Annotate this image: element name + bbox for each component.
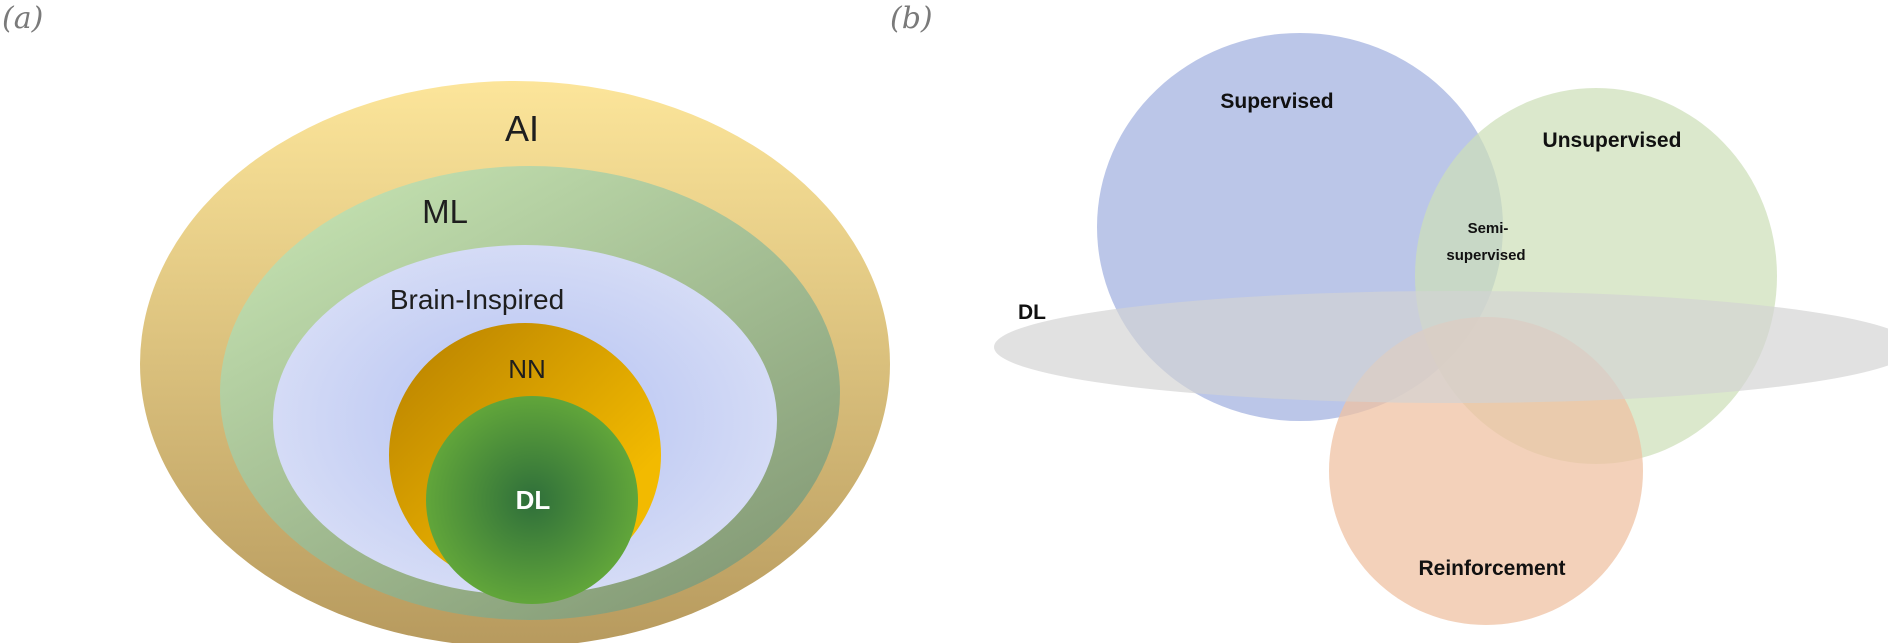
dl-label: DL	[516, 485, 551, 515]
brain-inspired-label: Brain-Inspired	[390, 284, 564, 315]
ml-label: ML	[422, 193, 468, 230]
semi-supervised-label-line1: Semi-	[1468, 220, 1509, 237]
ai-label: AI	[505, 108, 539, 149]
reinforcement-label: Reinforcement	[1418, 557, 1565, 580]
dl-set-label: DL	[1018, 301, 1046, 324]
nn-label: NN	[508, 354, 546, 384]
dl-set	[994, 291, 1888, 403]
panel-b: (b) Supervised Unsupervised Reinforcemen…	[890, 1, 1888, 625]
dl-ellipse	[426, 396, 638, 604]
panel-a-label: (a)	[2, 1, 43, 36]
unsupervised-label: Unsupervised	[1543, 129, 1682, 152]
panel-a: (a) AI ML Brain-Inspired NN DL	[2, 1, 890, 643]
panel-b-label: (b)	[890, 1, 933, 36]
supervised-label: Supervised	[1220, 90, 1333, 113]
semi-supervised-label-line2: supervised	[1446, 247, 1525, 264]
